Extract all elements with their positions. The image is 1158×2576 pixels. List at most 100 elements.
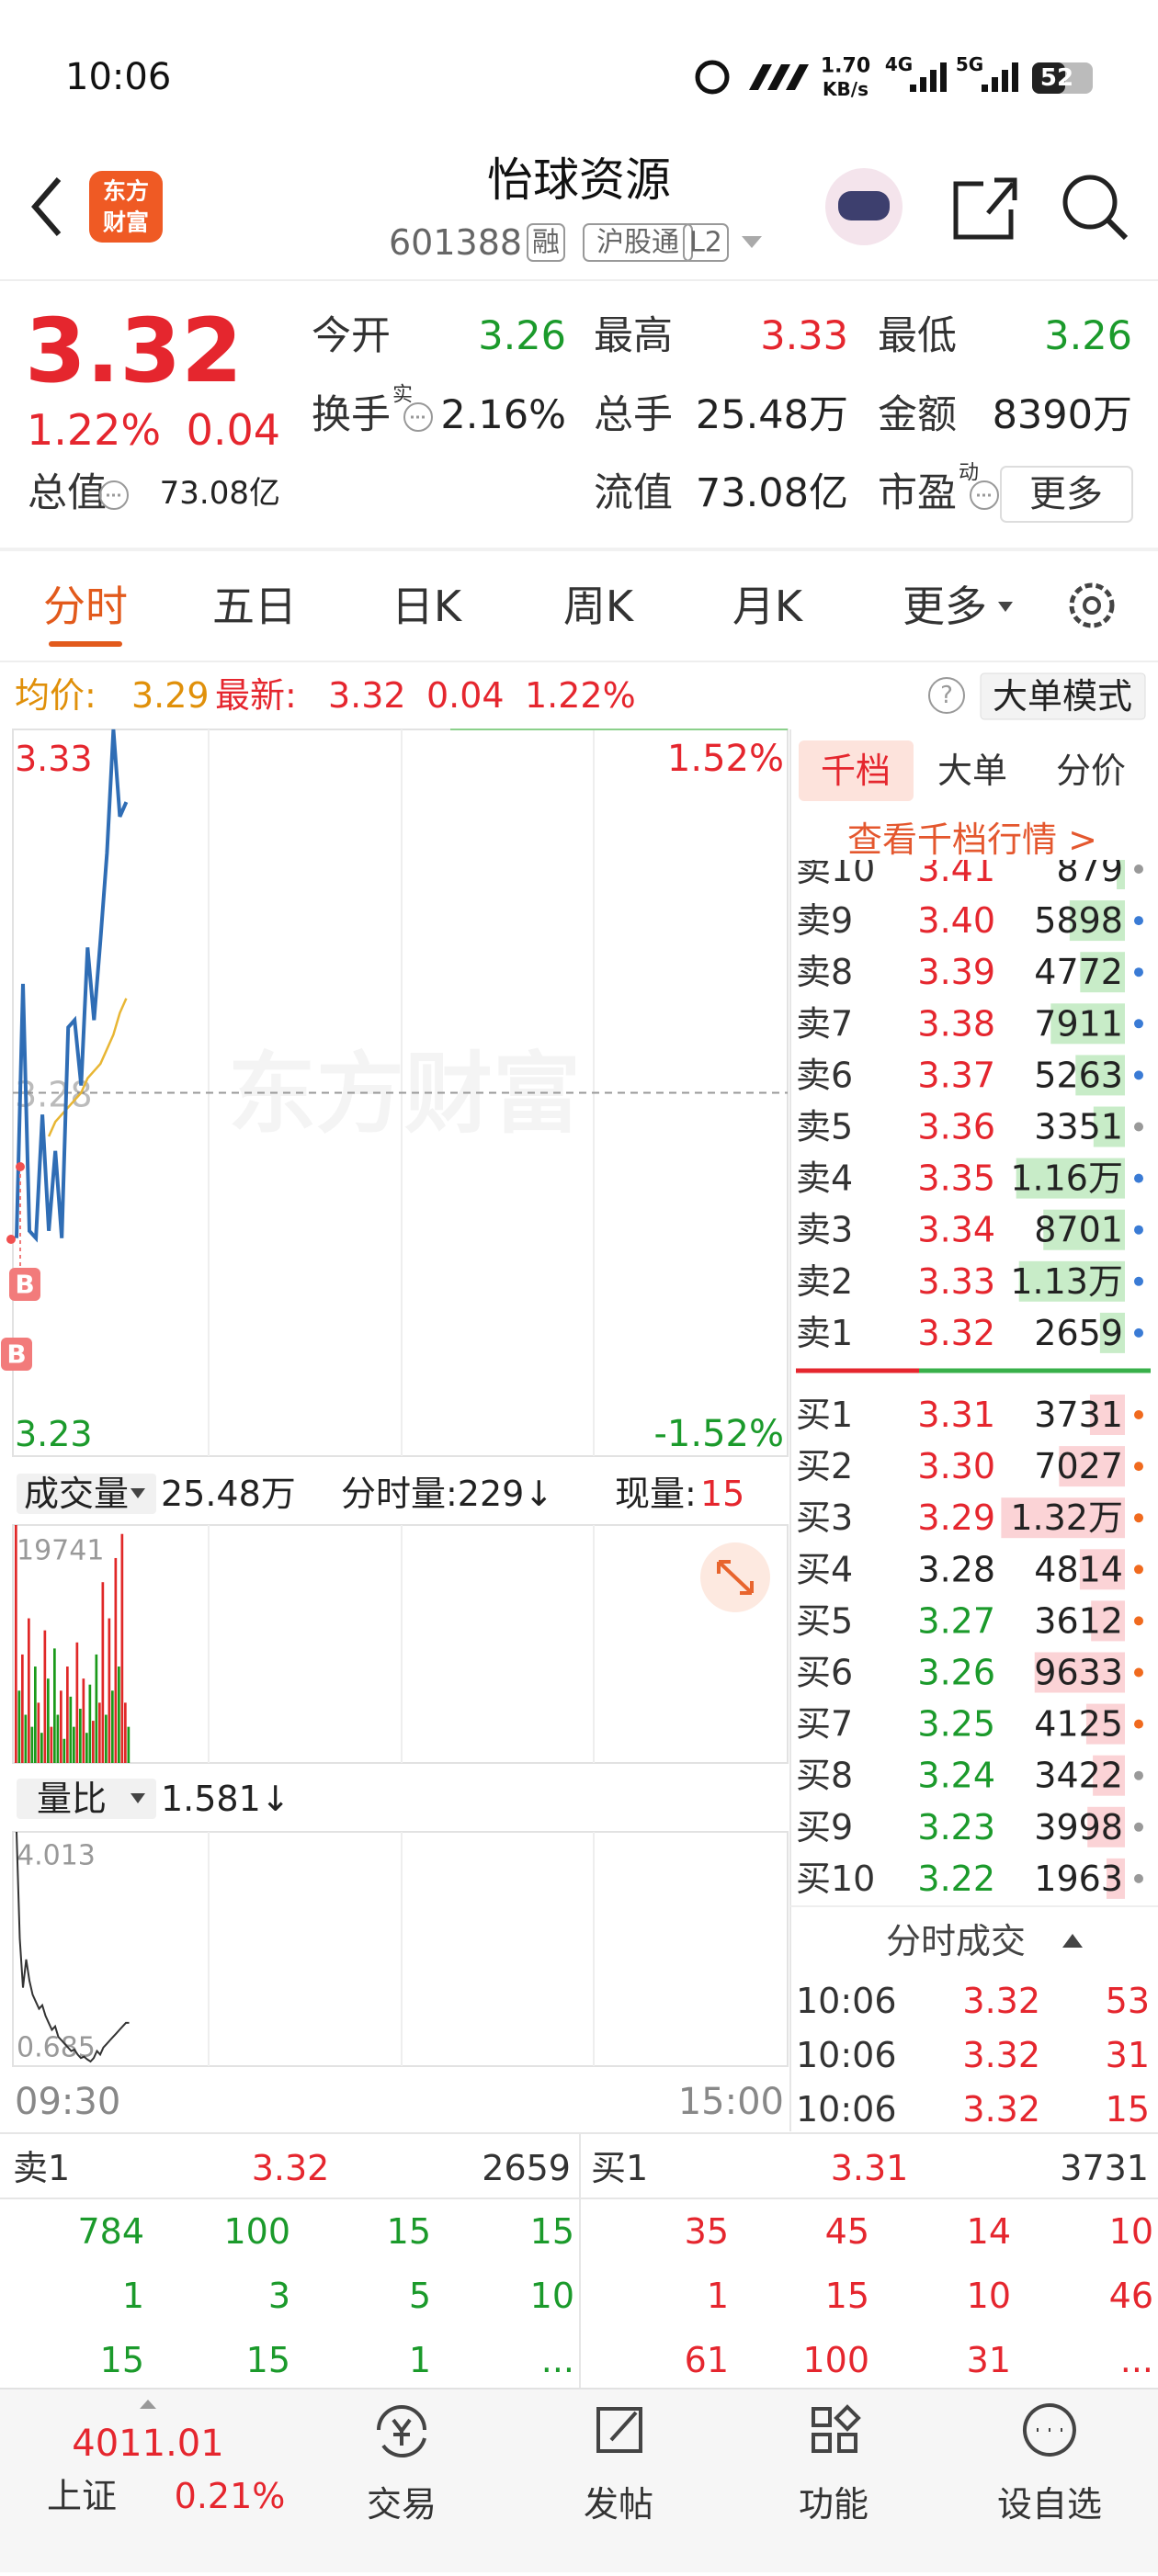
info-icon[interactable]: [970, 480, 999, 510]
info-icon[interactable]: [99, 480, 129, 510]
level-price: 3.24: [917, 1756, 995, 1796]
depth-bar: [1087, 1806, 1125, 1847]
chart-tab[interactable]: 五日: [212, 582, 297, 631]
queue-order: 10: [1109, 2211, 1153, 2252]
last-label: 最新:: [215, 675, 297, 716]
level-price: 3.35: [917, 1158, 995, 1199]
level-label: 卖6: [796, 1055, 853, 1095]
index-arrow: [140, 2400, 156, 2409]
y-tick-label: 19741: [17, 1535, 104, 1567]
level-price: 3.31: [917, 1395, 995, 1435]
panel-tab[interactable]: 大单: [937, 751, 1007, 791]
chart-tab[interactable]: 周K: [563, 582, 635, 631]
level-label: 卖10: [796, 849, 875, 889]
field-label: 最高: [594, 313, 673, 359]
depth-bar: [1050, 1003, 1125, 1045]
help-icon[interactable]: [928, 677, 965, 714]
ratio-header-button[interactable]: [17, 1779, 156, 1819]
level-label: 卖1: [796, 1313, 853, 1353]
trade-marker[interactable]: [1, 1338, 32, 1371]
trade-time: 10:06: [796, 2035, 897, 2075]
depth-bar: [1001, 1497, 1125, 1539]
level-label: 卖5: [796, 1107, 853, 1147]
volume-bar: [108, 1618, 111, 1763]
back-button[interactable]: [31, 177, 62, 236]
depth-bar: [1093, 1755, 1125, 1796]
level-volume: 8701: [1034, 1210, 1123, 1250]
chart-tab[interactable]: 月K: [732, 582, 804, 631]
level-price: 3.41: [917, 849, 995, 889]
level-dot: [1134, 1719, 1143, 1729]
level-dot: [1134, 967, 1143, 977]
volume-bar: [66, 1666, 69, 1763]
chart-tab[interactable]: 日K: [392, 582, 463, 631]
trade-price: 3.32: [962, 2089, 1040, 2130]
volume-bar: [95, 1654, 98, 1763]
battery-level-text: 52: [1040, 64, 1073, 92]
y-tick-label: 4.013: [17, 1840, 96, 1872]
volume-bar: [92, 1721, 95, 1763]
panel-tab[interactable]: 千档: [821, 751, 891, 791]
level-price: 3.33: [917, 1261, 995, 1302]
level-label: 卖7: [796, 1003, 853, 1044]
search-handle: [1106, 218, 1129, 241]
nav-icon[interactable]: [596, 2407, 642, 2453]
nav-label[interactable]: 交易: [367, 2484, 437, 2525]
level-label: 买7: [796, 1704, 853, 1745]
panel-tab[interactable]: 分价: [1056, 751, 1126, 791]
chart-tab[interactable]: 更多: [903, 582, 987, 631]
nav-icon[interactable]: [812, 2404, 861, 2453]
trade-marker[interactable]: [9, 1268, 40, 1301]
time-axis-label: 09:30: [15, 2081, 120, 2123]
y2-tick-label: 1.52%: [667, 738, 784, 780]
field-label: 金额: [878, 392, 957, 438]
depth-bar: [1079, 1549, 1125, 1590]
level-volume: 1963: [1034, 1859, 1123, 1899]
trade-time: 10:06: [796, 1981, 897, 2021]
index-value[interactable]: 4011.01: [72, 2423, 223, 2465]
nav-label[interactable]: 功能: [799, 2484, 868, 2525]
volume-bar: [50, 1726, 53, 1763]
y-tick-label: 3.23: [15, 1414, 93, 1454]
queue-order: 1: [409, 2340, 431, 2380]
more-button[interactable]: [1000, 466, 1133, 523]
volume-header-button[interactable]: [17, 1474, 156, 1514]
ask-levels: 卖10 3.41 879 卖9 3.40 5898 卖8 3.39 4772 卖7 3.38 7911…: [796, 849, 1143, 1353]
nav-label[interactable]: 设自选: [997, 2484, 1102, 2525]
trade-marker-text: B: [6, 1339, 26, 1370]
queue-order: 10: [530, 2276, 574, 2316]
nav-icon[interactable]: [1022, 2403, 1076, 2457]
depth-link[interactable]: 查看千档行情 >: [847, 819, 1097, 860]
status-time: 10:06: [65, 56, 171, 98]
last-value: 3.32: [328, 675, 406, 716]
depth-bar: [1080, 952, 1125, 993]
level-dot: [1134, 1667, 1143, 1678]
level-price: 3.32: [917, 1313, 995, 1353]
queue-order: 15: [100, 2340, 144, 2380]
share-button[interactable]: [953, 177, 1017, 240]
nav-label[interactable]: 发帖: [584, 2484, 653, 2525]
field-value: 2.16%: [440, 392, 566, 438]
level-label: 买4: [796, 1549, 853, 1589]
settings-button[interactable]: [1069, 582, 1115, 628]
volume-bar: [88, 1684, 92, 1763]
info-icon[interactable]: [403, 402, 433, 432]
level-label: 卖4: [796, 1158, 853, 1199]
chart-tab[interactable]: 分时: [43, 582, 128, 631]
mode-button[interactable]: [980, 672, 1146, 720]
last-price: 3.32: [25, 299, 243, 402]
level-volume: 5263: [1034, 1055, 1123, 1095]
nav-icon[interactable]: [377, 2405, 426, 2458]
search-button[interactable]: [1062, 175, 1118, 230]
network-label: 5G: [956, 53, 983, 75]
period-volume: 分时量:229↓: [341, 1474, 553, 1514]
field-value: 8390万: [993, 392, 1132, 438]
stock-code: 601388: [389, 222, 522, 263]
queue-order: ...: [541, 2340, 574, 2380]
dropdown-arrow[interactable]: [742, 236, 762, 248]
y-tick-label: 3.33: [15, 739, 93, 779]
volume-bar: [53, 1648, 56, 1763]
queue-label: 买1: [591, 2148, 648, 2188]
field-value: 73.08亿: [696, 470, 848, 516]
